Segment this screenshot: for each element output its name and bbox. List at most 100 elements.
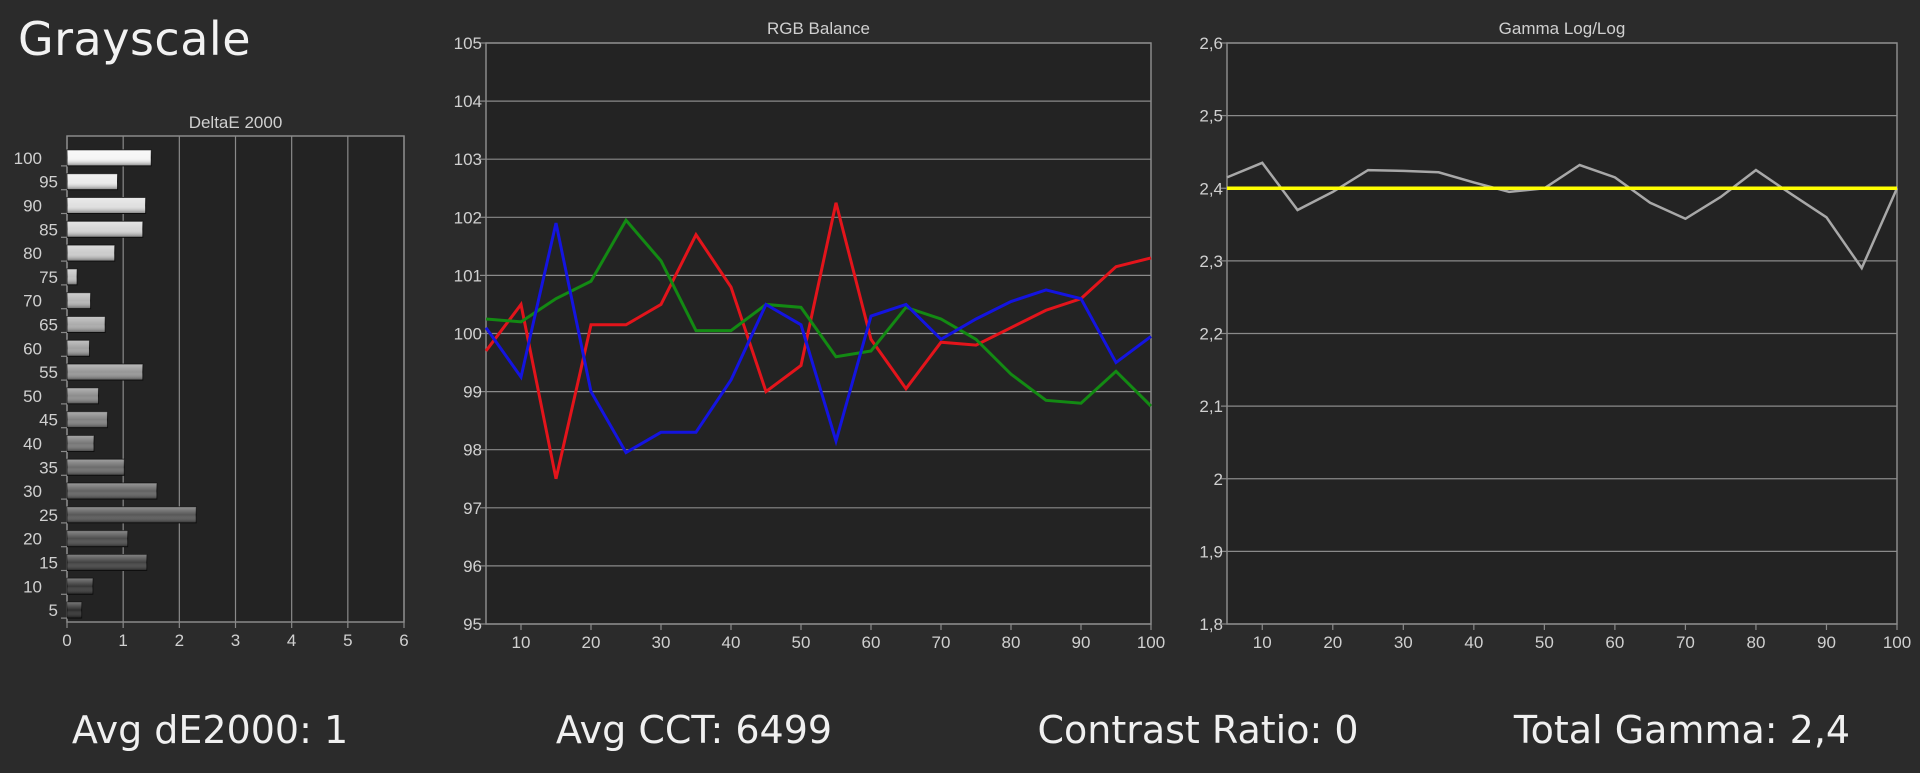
- rgb-x-tick-label: 80: [1002, 633, 1021, 652]
- deltae-y-tick-label: 95: [39, 173, 58, 192]
- deltae-y-tick-label: 25: [39, 506, 58, 525]
- deltae-title: DeltaE 2000: [189, 113, 283, 132]
- deltae-y-tick-label: 50: [23, 387, 42, 406]
- deltae-x-tick-label: 5: [343, 631, 352, 650]
- gamma-x-tick-label: 90: [1817, 633, 1836, 652]
- deltae-bar-shade: [67, 483, 157, 500]
- rgb-y-tick-label: 95: [463, 615, 482, 634]
- gamma-title: Gamma Log/Log: [1499, 19, 1626, 38]
- total-gamma-label: Total Gamma:: [1513, 708, 1790, 752]
- gamma-x-tick-label: 70: [1676, 633, 1695, 652]
- rgb-y-tick-label: 101: [454, 266, 482, 285]
- gamma-x-tick-label: 10: [1253, 633, 1272, 652]
- contrast-ratio-label: Contrast Ratio:: [1037, 708, 1335, 752]
- rgb-x-tick-label: 10: [512, 633, 531, 652]
- deltae-y-tick-label: 15: [39, 554, 58, 573]
- rgb-x-tick-label: 60: [862, 633, 881, 652]
- rgb-series-line-blue: [484, 222, 1152, 455]
- deltae-bar-shade: [67, 411, 108, 428]
- deltae-bar-shade: [67, 602, 82, 619]
- deltae-y-tick-label: 10: [23, 577, 42, 596]
- gamma-y-tick-label: 2,2: [1199, 325, 1223, 344]
- page-title: Grayscale: [18, 12, 251, 66]
- rgb-x-tick-label: 70: [932, 633, 951, 652]
- rgb-x-tick-label: 90: [1072, 633, 1091, 652]
- rgb-y-tick-label: 96: [463, 557, 482, 576]
- deltae-y-tick-label: 60: [23, 339, 42, 358]
- deltae-x-tick-label: 1: [118, 631, 127, 650]
- deltae-bar-shade: [67, 221, 143, 238]
- rgb-series-line-green: [485, 217, 1153, 408]
- deltae-y-tick-label: 40: [23, 435, 42, 454]
- gamma-y-tick-label: 1,8: [1199, 615, 1223, 634]
- rgb-title: RGB Balance: [767, 19, 870, 38]
- total-gamma-stat: Total Gamma: 2,4: [1472, 708, 1892, 752]
- deltae-y-tick-label: 65: [39, 316, 58, 335]
- deltae-bar-shade: [67, 506, 197, 523]
- rgb-y-tick-label: 100: [454, 325, 482, 344]
- deltae-bar-shade: [67, 245, 115, 262]
- deltae-bar-shade: [67, 268, 78, 285]
- deltae-bar-shade: [67, 459, 125, 476]
- rgb-y-tick-label: 98: [463, 441, 482, 460]
- avg-cct-label: Avg CCT:: [555, 708, 736, 752]
- deltae-bar-shade: [67, 578, 93, 595]
- rgb-x-tick-label: 30: [652, 633, 671, 652]
- gamma-x-tick-label: 100: [1883, 633, 1911, 652]
- rgb-x-tick-label: 40: [722, 633, 741, 652]
- gamma-x-tick-label: 40: [1464, 633, 1483, 652]
- gamma-y-tick-label: 2,6: [1199, 34, 1223, 53]
- gamma-y-tick-label: 2,1: [1199, 397, 1223, 416]
- gamma-y-tick-label: 2,5: [1199, 107, 1223, 126]
- rgb-series-line-red: [484, 202, 1152, 480]
- deltae-bar-shade: [67, 149, 152, 166]
- rgb-y-tick-label: 103: [454, 150, 482, 169]
- deltae-y-tick-label: 55: [39, 363, 58, 382]
- rgb-x-tick-label: 50: [792, 633, 811, 652]
- deltae-x-tick-label: 4: [287, 631, 296, 650]
- deltae-bar-shade: [67, 435, 94, 452]
- deltae-x-tick-label: 0: [62, 631, 71, 650]
- deltae-y-tick-label: 75: [39, 268, 58, 287]
- deltae-bar-shade: [67, 530, 128, 547]
- deltae-y-tick-label: 5: [49, 601, 58, 620]
- contrast-ratio-value: 0: [1334, 708, 1359, 752]
- avg-de-value: 1: [324, 708, 349, 752]
- deltae-y-tick-label: 80: [23, 244, 42, 263]
- deltae-y-tick-label: 35: [39, 458, 58, 477]
- gamma-x-tick-label: 30: [1394, 633, 1413, 652]
- deltae-bar-shade: [67, 316, 106, 333]
- deltae-bar-shade: [67, 197, 146, 214]
- deltae-bar-shade: [67, 340, 90, 357]
- gamma-y-tick-label: 1,9: [1199, 542, 1223, 561]
- gamma-y-tick-label: 2,4: [1199, 179, 1223, 198]
- deltae-y-tick-label: 70: [23, 292, 42, 311]
- rgb-y-tick-label: 102: [454, 208, 482, 227]
- rgb-x-tick-label: 100: [1137, 633, 1165, 652]
- contrast-ratio-stat: Contrast Ratio: 0: [988, 708, 1408, 752]
- gamma-x-tick-label: 80: [1746, 633, 1765, 652]
- rgb-y-tick-label: 105: [454, 34, 482, 53]
- deltae-x-tick-label: 6: [399, 631, 408, 650]
- deltae-x-tick-label: 2: [175, 631, 184, 650]
- deltae-y-tick-label: 85: [39, 220, 58, 239]
- deltae-y-tick-label: 20: [23, 530, 42, 549]
- deltae-y-tick-label: 90: [23, 197, 42, 216]
- avg-de-stat: Avg dE2000: 1: [0, 708, 420, 752]
- rgb-x-tick-label: 20: [582, 633, 601, 652]
- deltae-bar-shade: [67, 173, 118, 190]
- deltae-x-tick-label: 3: [231, 631, 240, 650]
- deltae-bar-shade: [67, 364, 143, 381]
- avg-cct-stat: Avg CCT: 6499: [484, 708, 904, 752]
- rgb-y-tick-label: 104: [454, 92, 482, 111]
- gamma-x-tick-label: 50: [1535, 633, 1554, 652]
- avg-de-label: Avg dE2000:: [71, 708, 324, 752]
- gamma-y-tick-label: 2,3: [1199, 252, 1223, 271]
- gamma-y-tick-label: 2: [1214, 470, 1223, 489]
- gamma-x-tick-label: 20: [1323, 633, 1342, 652]
- deltae-y-tick-label: 45: [39, 411, 58, 430]
- deltae-y-tick-label: 100: [14, 149, 42, 168]
- rgb-y-tick-label: 97: [463, 499, 482, 518]
- deltae-y-tick-label: 30: [23, 482, 42, 501]
